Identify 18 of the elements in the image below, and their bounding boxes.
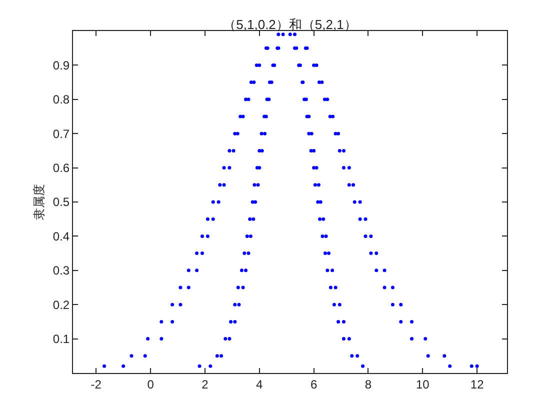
y-tick-label: 0.7 — [52, 126, 70, 141]
y-tick-label: 0.1 — [52, 332, 70, 346]
x-tick-label: -2 — [90, 377, 102, 392]
x-tick-label: 4 — [256, 377, 264, 392]
x-tick-label: 6 — [310, 377, 318, 392]
y-tick-label: 0.5 — [52, 195, 70, 210]
x-tick-label: 12 — [470, 377, 484, 392]
y-tick-label: 0.2 — [52, 298, 70, 312]
y-tick-label: 0.3 — [52, 264, 70, 278]
y-tick-label: 0.6 — [52, 161, 70, 175]
x-tick-label: 2 — [202, 377, 209, 392]
y-tick-label: 0.8 — [52, 92, 70, 107]
x-tick-label: 8 — [364, 377, 372, 392]
y-tick-label: 0.4 — [52, 229, 70, 244]
y-axis-title: 隶属度 — [32, 184, 46, 220]
x-tick-label: 0 — [147, 377, 154, 392]
x-tick-label: 10 — [416, 377, 430, 392]
y-tick-label: 0.9 — [52, 58, 70, 72]
